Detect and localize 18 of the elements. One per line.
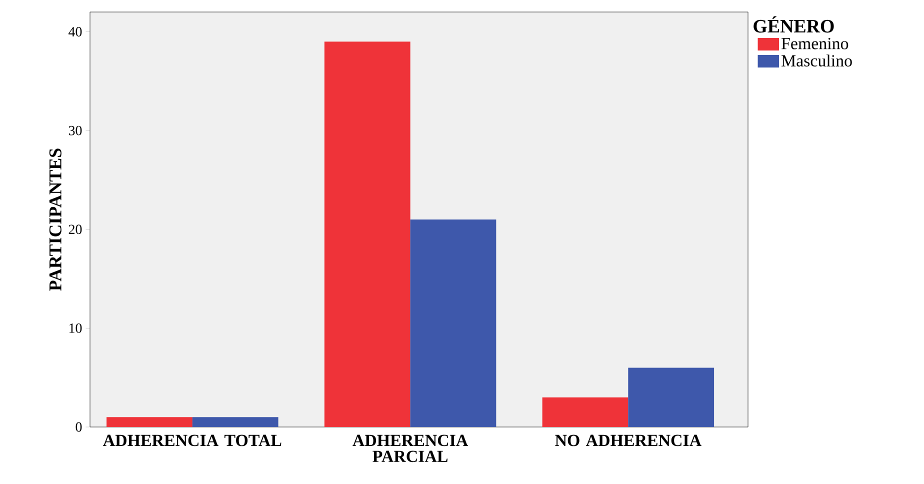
bar <box>628 368 714 427</box>
legend-label: Femenino <box>782 38 848 50</box>
legend-label: Masculino <box>782 54 852 67</box>
y-tick-label: 10 <box>70 323 82 333</box>
bar <box>192 417 278 427</box>
bar <box>542 397 628 427</box>
x-tick-label: ADHERENCIA TOTAL <box>103 434 282 446</box>
x-tick-label: ADHERENCIA PARCIAL <box>352 434 468 462</box>
y-tick-label: 0 <box>76 422 82 432</box>
bar <box>324 42 410 427</box>
x-tick-label: NO ADHERENCIA <box>555 434 702 446</box>
y-axis-title: PARTICIPANTES <box>49 148 62 291</box>
bar <box>106 417 192 427</box>
y-tick-label: 30 <box>68 126 82 136</box>
y-tick-label: 20 <box>68 224 82 234</box>
legend-title: GÉNERO <box>754 16 834 33</box>
bar <box>410 220 496 427</box>
y-tick-label: 40 <box>68 27 82 36</box>
